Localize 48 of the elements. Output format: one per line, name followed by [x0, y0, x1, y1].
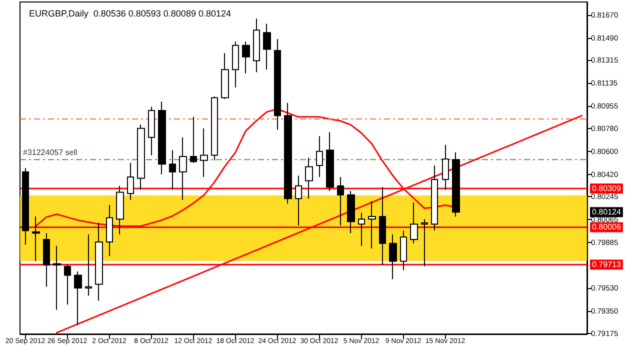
- candlestick: [137, 124, 145, 190]
- candlestick: [22, 168, 29, 246]
- candlestick: [410, 202, 418, 244]
- candlestick: [400, 230, 407, 271]
- candlestick: [232, 41, 239, 88]
- candlestick: [347, 190, 355, 234]
- candlestick: [200, 128, 208, 178]
- candlestick: [179, 136, 187, 200]
- ref-line-label: 0.79713: [592, 260, 622, 270]
- candlestick: [452, 152, 460, 218]
- candlestick: [295, 175, 302, 226]
- candlestick: [158, 101, 166, 175]
- text: EURGBP,Daily 0.80536 0.80593 0.80089 0.80124: [29, 8, 231, 18]
- candlestick: [379, 186, 386, 266]
- candlestick: [32, 216, 40, 262]
- candlestick: [64, 264, 71, 306]
- candlestick: [242, 41, 250, 74]
- candlestick: [274, 38, 281, 130]
- candlestick: [442, 144, 449, 190]
- candlestick: [148, 106, 155, 156]
- candlestick: [85, 234, 92, 296]
- candlestick: [190, 116, 197, 164]
- candlestick: [253, 18, 260, 73]
- ref-line-label: #31224057 sell: [23, 148, 78, 158]
- candlestick: [221, 52, 229, 100]
- candlestick: [337, 176, 344, 226]
- candlestick: [53, 245, 61, 310]
- candlestick: [116, 185, 124, 235]
- candlestick: [284, 102, 292, 204]
- candlestick: [316, 136, 323, 178]
- candlestick: [368, 200, 376, 249]
- candlestick: [431, 164, 438, 232]
- candlestick: [305, 157, 313, 200]
- candlestick: [263, 23, 271, 70]
- candlestick: [358, 212, 365, 246]
- ref-line-label: 0.80309: [592, 184, 622, 194]
- candlestick: [169, 150, 176, 190]
- candlestick: [421, 218, 428, 267]
- candlestick: [127, 162, 134, 200]
- candlestick: [74, 270, 82, 326]
- ref-line-label: 0.80006: [592, 222, 622, 232]
- candlestick: [106, 204, 113, 257]
- candlestick: [43, 232, 50, 288]
- candlestick: [95, 222, 103, 302]
- candlestick: [211, 96, 218, 161]
- text: 0.80124: [592, 208, 622, 217]
- candlestick: [326, 132, 334, 192]
- candlestick: [389, 234, 397, 280]
